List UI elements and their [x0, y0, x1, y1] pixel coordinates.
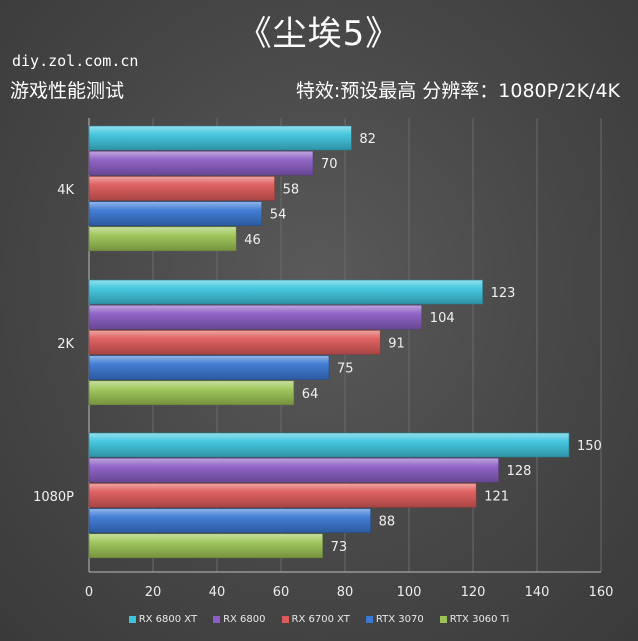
legend-item: RX 6700 XT: [281, 614, 350, 625]
bar: [88, 125, 352, 151]
legend-item: RX 6800 XT: [128, 614, 198, 625]
data-label: 64: [302, 387, 319, 402]
data-label: 70: [321, 157, 338, 172]
bar: [88, 483, 477, 508]
x-tick-label: 20: [145, 585, 162, 600]
data-label: 128: [507, 464, 532, 479]
legend-swatch: [281, 616, 289, 623]
bar: [88, 226, 237, 252]
settings-label: 特效:预设最高 分辨率：1080P/2K/4K: [295, 80, 620, 102]
data-label: 123: [491, 286, 516, 301]
category-label: 1080P: [33, 490, 74, 505]
x-tick-label: 160: [589, 585, 614, 600]
data-label: 46: [244, 233, 261, 248]
legend-label: RX 6800 XT: [138, 614, 198, 625]
data-label: 121: [484, 489, 509, 504]
category-label: 4K: [57, 183, 74, 198]
data-label: 75: [337, 362, 354, 377]
data-label: 88: [379, 515, 396, 530]
bar: [88, 355, 330, 380]
legend-label: RX 6700 XT: [291, 614, 350, 625]
data-label: 58: [283, 182, 300, 197]
legend-swatch: [439, 616, 447, 623]
bar: [88, 533, 323, 559]
x-tick-label: 80: [337, 585, 354, 600]
legend-item: RX 6800: [213, 614, 266, 625]
data-label: 91: [388, 336, 405, 351]
x-tick-label: 140: [525, 585, 550, 600]
chart-legend: RX 6800 XT RX 6800 RX 6700 XT RTX 3070 RTX 3…: [0, 614, 638, 625]
data-label: 73: [331, 540, 348, 555]
legend-swatch: [128, 616, 136, 623]
bar: [88, 304, 423, 330]
data-label: 150: [577, 439, 602, 454]
bar: [88, 457, 499, 483]
x-tick-label: 120: [461, 585, 486, 600]
bar: [88, 150, 314, 176]
bar: [88, 330, 381, 355]
chart-subtitle: 游戏性能测试: [10, 80, 125, 102]
data-label: 82: [359, 132, 376, 147]
site-label: diy.zol.com.cn: [12, 52, 139, 70]
legend-swatch: [365, 616, 373, 623]
legend-label: RTX 3060 Ti: [449, 614, 510, 625]
x-tick-label: 40: [209, 585, 226, 600]
legend-swatch: [213, 616, 221, 623]
legend-label: RTX 3070: [375, 614, 424, 625]
bar: [88, 279, 483, 305]
data-label: 54: [270, 208, 287, 223]
x-tick-label: 60: [273, 585, 290, 600]
chart-title: 《尘埃5》: [237, 14, 401, 54]
bar: [88, 176, 275, 201]
bar: [88, 380, 295, 406]
bar: [88, 432, 570, 458]
bar: [88, 508, 371, 533]
legend-item: RTX 3060 Ti: [439, 614, 510, 625]
category-label: 2K: [57, 337, 74, 352]
data-label: 104: [430, 311, 455, 326]
x-tick-label: 100: [397, 585, 422, 600]
bar: [88, 201, 263, 226]
x-tick-label: 0: [85, 585, 93, 600]
legend-label: RX 6800: [223, 614, 266, 625]
legend-item: RTX 3070: [365, 614, 424, 625]
